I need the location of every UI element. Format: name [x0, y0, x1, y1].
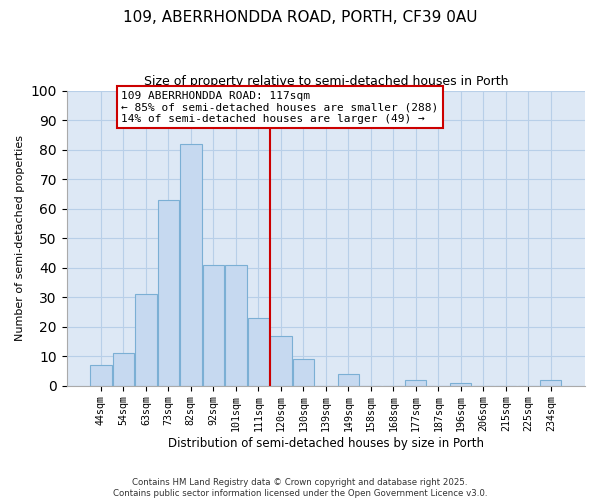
- Bar: [450, 383, 472, 386]
- Bar: [203, 264, 224, 386]
- Title: Size of property relative to semi-detached houses in Porth: Size of property relative to semi-detach…: [143, 75, 508, 88]
- Bar: [540, 380, 562, 386]
- Text: 109 ABERRHONDDA ROAD: 117sqm
← 85% of semi-detached houses are smaller (288)
14%: 109 ABERRHONDDA ROAD: 117sqm ← 85% of se…: [121, 90, 439, 124]
- Bar: [113, 354, 134, 386]
- Bar: [405, 380, 427, 386]
- X-axis label: Distribution of semi-detached houses by size in Porth: Distribution of semi-detached houses by …: [168, 437, 484, 450]
- Bar: [270, 336, 292, 386]
- Bar: [293, 359, 314, 386]
- Y-axis label: Number of semi-detached properties: Number of semi-detached properties: [15, 135, 25, 341]
- Bar: [225, 264, 247, 386]
- Bar: [135, 294, 157, 386]
- Bar: [90, 365, 112, 386]
- Text: Contains HM Land Registry data © Crown copyright and database right 2025.
Contai: Contains HM Land Registry data © Crown c…: [113, 478, 487, 498]
- Text: 109, ABERRHONDDA ROAD, PORTH, CF39 0AU: 109, ABERRHONDDA ROAD, PORTH, CF39 0AU: [123, 10, 477, 25]
- Bar: [338, 374, 359, 386]
- Bar: [158, 200, 179, 386]
- Bar: [248, 318, 269, 386]
- Bar: [180, 144, 202, 386]
